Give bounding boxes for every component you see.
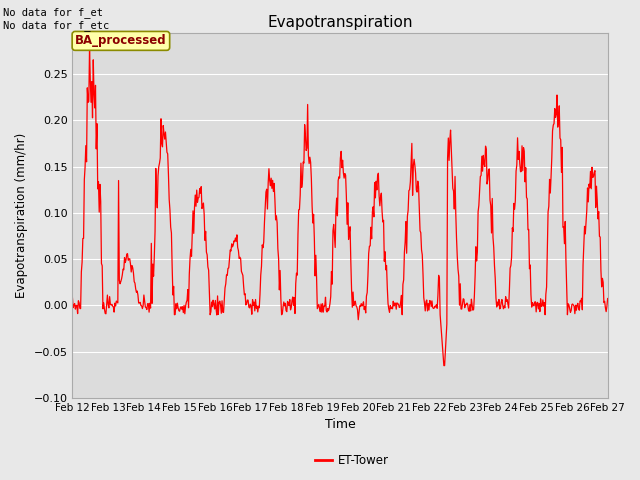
Y-axis label: Evapotranspiration (mm/hr): Evapotranspiration (mm/hr) [15, 132, 28, 298]
Text: No data for f_et
No data for f_etc: No data for f_et No data for f_etc [3, 7, 109, 31]
Legend: ET-Tower: ET-Tower [310, 449, 394, 472]
Title: Evapotranspiration: Evapotranspiration [268, 15, 413, 30]
X-axis label: Time: Time [324, 419, 355, 432]
Text: BA_processed: BA_processed [75, 35, 166, 48]
